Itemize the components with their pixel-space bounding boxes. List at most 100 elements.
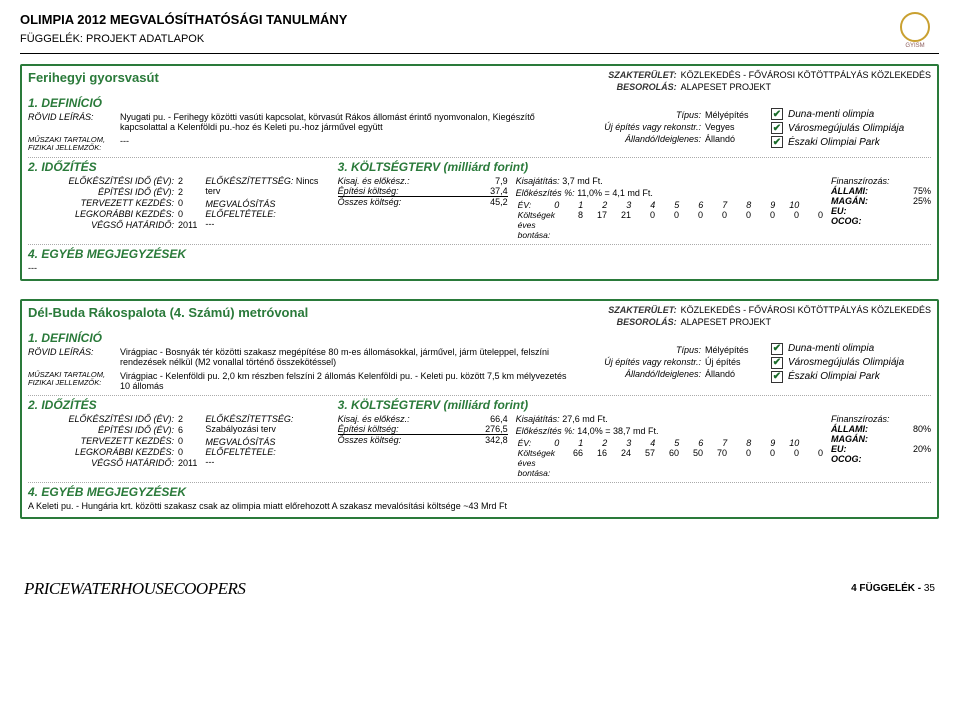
- prep-time-label: ELŐKÉSZÍTÉSI IDŐ (ÉV):: [28, 414, 178, 424]
- financing-block: Finanszírozás: ÁLLAMI:80% MAGÁN: EU:20% …: [831, 414, 931, 478]
- total-cost-label: Összes költség:: [338, 435, 402, 445]
- year-value: 0: [775, 448, 799, 458]
- project-card: Dél-Buda Rákospalota (4. Számú) metróvon…: [20, 299, 939, 519]
- build-time-label: ÉPÍTÉSI IDŐ (ÉV):: [28, 425, 178, 435]
- year-value: 70: [703, 448, 727, 458]
- short-desc-value: Nyugati pu. - Ferihegy közötti vasúti ka…: [120, 112, 579, 132]
- footer-page-label: 4 FÜGGELÉK -: [851, 583, 921, 594]
- footer-page-num: 35: [924, 583, 935, 594]
- year-header-row: 012345678910: [535, 200, 799, 210]
- year-value: 21: [607, 210, 631, 220]
- year-value: 16: [583, 448, 607, 458]
- year-col: 6: [679, 438, 703, 448]
- check-icon: ✔: [771, 357, 783, 369]
- year-col: 7: [703, 438, 727, 448]
- notes-value: A Keleti pu. - Hungária krt. közötti sza…: [28, 501, 931, 511]
- definition-heading: 1. DEFINÍCIÓ: [28, 331, 579, 345]
- newbuild-label: Új építés vagy rekonstr.:: [585, 122, 705, 132]
- earliest-start-value: 0: [178, 447, 183, 457]
- tech-label: MŰSZAKI TARTALOM, FIZIKAI JELLEMZŐK:: [28, 136, 114, 153]
- check-label-1: Duna-menti olimpia: [788, 343, 874, 354]
- logo-label: GYISM: [891, 43, 939, 49]
- expropriation-label: Kisaj. és előkész.:: [338, 176, 410, 186]
- year-col: 6: [679, 200, 703, 210]
- logo-ring-icon: [900, 12, 930, 42]
- preppct-label: Előkészítés %:: [516, 426, 575, 436]
- prep-amount: 4,1 md Ft.: [612, 188, 653, 198]
- planned-start-label: TERVEZETT KEZDÉS:: [28, 198, 178, 208]
- timing-heading: 2. IDŐZÍTÉS: [28, 160, 332, 174]
- meta-block: SZAKTERÜLET: KÖZLEKEDÉS - FŐVÁROSI KÖTÖT…: [585, 305, 931, 329]
- fin-eu-label: EU:: [831, 206, 847, 216]
- preppct-value: 14,0% =: [577, 426, 610, 436]
- page: OLIMPIA 2012 MEGVALÓSÍTHATÓSÁGI TANULMÁN…: [0, 0, 959, 607]
- build-cost-value: 276,5: [464, 424, 508, 434]
- kisajat-label: Kisajátítás:: [516, 176, 560, 186]
- year-value: 0: [751, 448, 775, 458]
- project-title: Dél-Buda Rákospalota (4. Számú) metróvon…: [28, 305, 585, 329]
- year-col: 1: [559, 438, 583, 448]
- cost-mid: Kisajátítás: 3,7 md Ft. Előkészítés %: 1…: [516, 176, 823, 240]
- earliest-start-label: LEGKORÁBBI KEZDÉS:: [28, 447, 178, 457]
- year-value: 17: [583, 210, 607, 220]
- preppct-label: Előkészítés %:: [516, 188, 575, 198]
- type-label: Típus:: [585, 345, 705, 355]
- financing-heading: Finanszírozás:: [831, 176, 931, 186]
- doc-subtitle: FÜGGELÉK: PROJEKT ADATLAPOK: [20, 33, 939, 45]
- kisajat-label: Kisajátítás:: [516, 414, 560, 424]
- definition-heading: 1. DEFINÍCIÓ: [28, 96, 579, 110]
- financing-block: Finanszírozás: ÁLLAMI:75% MAGÁN:25% EU: …: [831, 176, 931, 240]
- newbuild-value: Új építés: [705, 357, 741, 367]
- notes-heading: 4. EGYÉB MEGJEGYZÉSEK: [28, 247, 931, 261]
- year-col: 5: [655, 200, 679, 210]
- year-value: 24: [607, 448, 631, 458]
- section-notes: 4. EGYÉB MEGJEGYZÉSEK A Keleti pu. - Hun…: [28, 482, 931, 511]
- build-cost-label: Építési költség:: [338, 186, 399, 196]
- year-value: 66: [559, 448, 583, 458]
- year-value: 57: [631, 448, 655, 458]
- earliest-start-label: LEGKORÁBBI KEZDÉS:: [28, 209, 178, 219]
- check-label-3: Északi Olimpiai Park: [788, 371, 880, 382]
- year-value: 0: [751, 210, 775, 220]
- year-values-row: 661624576050700000: [559, 448, 823, 458]
- preppct-value: 11,0% =: [577, 188, 610, 198]
- check-label-3: Északi Olimpiai Park: [788, 137, 880, 148]
- section-definition: 1. DEFINÍCIÓ RÖVID LEÍRÁS: Virágpiac - B…: [28, 331, 579, 391]
- year-value: 0: [631, 210, 655, 220]
- fin-ocog-label: OCOG:: [831, 216, 862, 226]
- year-col: 0: [535, 200, 559, 210]
- breakdown-label: Költségek éves bontása:: [516, 210, 555, 240]
- readiness-label: ELŐKÉSZÍTETTSÉG:: [205, 414, 293, 424]
- deadline-value: 2011: [178, 458, 197, 468]
- fin-private-value: 25%: [913, 196, 931, 206]
- type-label: Típus:: [585, 110, 705, 120]
- year-col: 3: [607, 438, 631, 448]
- tech-label: MŰSZAKI TARTALOM, FIZIKAI JELLEMZŐK:: [28, 371, 114, 391]
- precond-label: MEGVALÓSÍTÁS ELŐFELTÉTELE:: [205, 199, 275, 219]
- besorolas-label: BESOROLÁS:: [585, 82, 677, 92]
- year-values-row: 8172100000000: [559, 210, 823, 220]
- precond-label: MEGVALÓSÍTÁS ELŐFELTÉTELE:: [205, 437, 275, 457]
- kisajat-value: 3,7 md Ft.: [562, 176, 603, 186]
- timing-heading: 2. IDŐZÍTÉS: [28, 398, 332, 412]
- szakterulet-label: SZAKTERÜLET:: [585, 70, 677, 80]
- doc-title: OLIMPIA 2012 MEGVALÓSÍTHATÓSÁGI TANULMÁN…: [20, 12, 939, 27]
- section-cost: 3. KÖLTSÉGTERV (milliárd forint) Kisaj. …: [338, 398, 931, 478]
- cost-mid: Kisajátítás: 27,6 md Ft. Előkészítés %: …: [516, 414, 823, 478]
- section-notes: 4. EGYÉB MEGJEGYZÉSEK ---: [28, 244, 931, 273]
- type-value: Mélyépítés: [705, 110, 749, 120]
- year-col: 0: [535, 438, 559, 448]
- deadline-label: VÉGSŐ HATÁRIDŐ:: [28, 458, 178, 468]
- szakterulet-label: SZAKTERÜLET:: [585, 305, 677, 315]
- besorolas-value: ALAPESET PROJEKT: [681, 82, 771, 92]
- check-icon: ✔: [771, 343, 783, 355]
- cost-summary: Kisaj. és előkész.:7,9 Építési költség:3…: [338, 176, 508, 240]
- build-cost-value: 37,4: [464, 186, 508, 196]
- year-value: 8: [559, 210, 583, 220]
- year-col: 5: [655, 438, 679, 448]
- check-icon: ✔: [771, 371, 783, 383]
- notes-heading: 4. EGYÉB MEGJEGYZÉSEK: [28, 485, 931, 499]
- fin-ocog-label: OCOG:: [831, 454, 862, 464]
- planned-start-value: 0: [178, 198, 183, 208]
- permanence-value: Állandó: [705, 134, 735, 144]
